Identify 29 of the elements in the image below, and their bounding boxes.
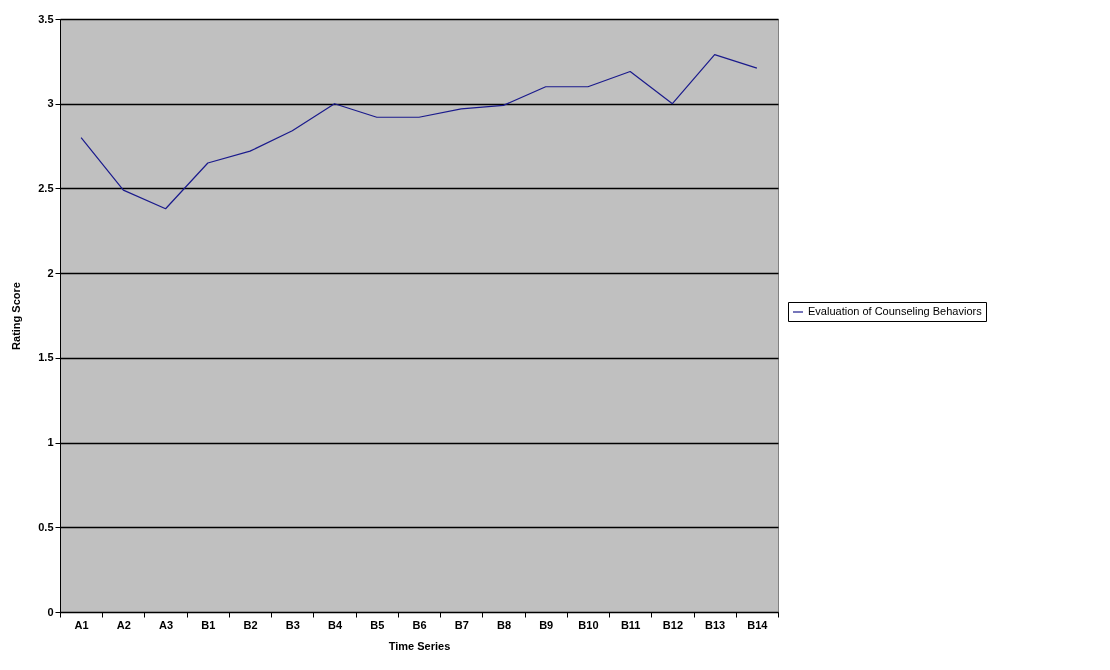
- y-axis-title: Rating Score: [10, 282, 23, 350]
- x-tick-label: B1: [201, 618, 216, 631]
- x-tick-label: B6: [412, 618, 427, 631]
- x-tick-label: A2: [116, 618, 131, 631]
- x-tick-label: B8: [496, 618, 511, 631]
- x-tick-label: B3: [285, 618, 300, 631]
- x-tick-label: B4: [328, 618, 343, 631]
- legend-label: Evaluation of Counseling Behaviors: [808, 305, 983, 317]
- y-tick-label: 3: [47, 97, 54, 110]
- y-tick-label: 2: [47, 266, 54, 279]
- y-tick-label: 0.5: [38, 520, 54, 533]
- x-tick-label: B7: [454, 618, 469, 631]
- x-axis-title: Time Series: [388, 639, 451, 652]
- line-series: [80, 53, 758, 210]
- y-tick-label: 1: [47, 436, 54, 449]
- y-tick-label: 2.5: [38, 181, 54, 194]
- x-tick-label: B11: [620, 618, 641, 631]
- y-tick-label: 3.5: [38, 12, 54, 25]
- x-tick-label: B10: [578, 618, 599, 631]
- x-tick-label: B9: [539, 618, 554, 631]
- y-tick-label: 0: [47, 605, 54, 618]
- x-tick-label: B2: [243, 618, 258, 631]
- x-tick-label: A3: [159, 618, 174, 631]
- x-tick-label: B13: [705, 618, 726, 631]
- x-tick-label: A1: [74, 618, 89, 631]
- x-tick-label: B14: [747, 618, 769, 631]
- x-tick-label: B5: [370, 618, 385, 631]
- x-tick-label: B12: [662, 618, 684, 631]
- y-tick-label: 1.5: [38, 351, 54, 364]
